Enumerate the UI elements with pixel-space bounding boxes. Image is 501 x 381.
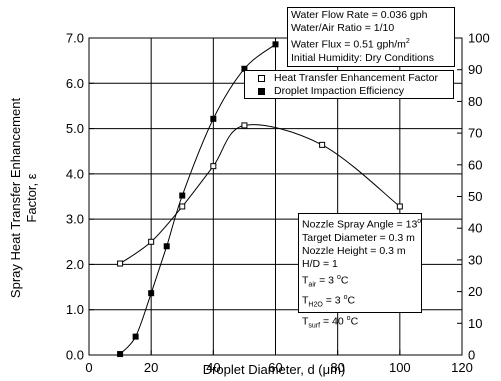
- t-air-text: Tair = 3 oC: [302, 273, 349, 289]
- y2-tick-label: 80: [468, 94, 482, 109]
- impaction-point: [179, 192, 186, 199]
- impaction-point: [117, 351, 124, 358]
- y-tick-label: 3.0: [66, 212, 84, 227]
- heat-transfer-point: [148, 238, 155, 245]
- y-tick-label: 1.0: [66, 302, 84, 317]
- y2-tick-label: 60: [468, 157, 482, 172]
- filled-square-marker-icon: [258, 88, 265, 95]
- x-axis-label: Droplet Diameter, d (μm): [203, 362, 346, 377]
- nozzle-spray-angle-text: Nozzle Spray Angle = 13o: [302, 218, 422, 231]
- impaction-curve: [119, 43, 276, 355]
- open-square-marker-icon: [258, 75, 265, 82]
- y-tick-label: 4.0: [66, 166, 84, 181]
- heat-transfer-point: [396, 203, 403, 210]
- y2-tick-label: 100: [468, 31, 490, 46]
- y2-tick-label: 30: [468, 252, 482, 267]
- y-tick-label: 0.0: [66, 348, 84, 363]
- impaction-point: [210, 115, 217, 122]
- heat-transfer-point: [117, 260, 124, 267]
- legend: Heat Transfer Enhancement Factor Droplet…: [244, 70, 454, 99]
- y2-tick-label: 20: [468, 284, 482, 299]
- impaction-point: [132, 333, 139, 340]
- y2-tick-label: 70: [468, 126, 482, 141]
- water-flux-text: Water Flux = 0.51 gph/m2: [291, 38, 410, 51]
- y-axis-label-line2: Factor, ε: [24, 173, 39, 222]
- x-tick-label: 40: [206, 360, 220, 375]
- heat-transfer-point: [210, 163, 217, 170]
- x-tick-label: 80: [330, 360, 344, 375]
- target-diameter-text: Target Diameter = 0.3 m: [302, 231, 415, 244]
- y-axis-label-line1: Spray Heat Transfer Enhancement: [8, 98, 23, 299]
- legend-item-heat-transfer: Heat Transfer Enhancement Factor: [248, 72, 450, 85]
- data-markers: [117, 41, 403, 358]
- y2-tick-label: 40: [468, 221, 482, 236]
- legend-item-impaction: Droplet Impaction Efficiency: [248, 85, 450, 98]
- h-over-d-text: H/D = 1: [302, 257, 338, 270]
- x-tick-label: 100: [389, 360, 411, 375]
- initial-humidity-text: Initial Humidity: Dry Conditions: [291, 51, 434, 64]
- y2-tick-label: 0: [468, 348, 475, 363]
- x-tick-label: 20: [144, 360, 158, 375]
- y-tick-label: 7.0: [66, 31, 84, 46]
- heat-transfer-point: [241, 122, 248, 129]
- x-tick-label: 0: [85, 360, 92, 375]
- impaction-point: [148, 290, 155, 297]
- y-tick-label: 5.0: [66, 121, 84, 136]
- y2-tick-label: 50: [468, 189, 482, 204]
- y-tick-label: 2.0: [66, 257, 84, 272]
- y-tick-label: 6.0: [66, 76, 84, 91]
- impaction-point: [272, 41, 279, 48]
- t-surf-text: Tsurf = 40 oC: [302, 314, 359, 330]
- x-tick-label: 60: [268, 360, 282, 375]
- y2-tick-label: 90: [468, 62, 482, 77]
- water-flow-rate-text: Water Flow Rate = 0.036 gph: [291, 9, 428, 21]
- y2-tick-label: 10: [468, 316, 482, 331]
- heat-transfer-point: [319, 141, 326, 148]
- water-air-ratio-text: Water/Air Ratio = 1/10: [291, 22, 395, 34]
- t-h2o-text: TH2O = 3 oC: [302, 294, 356, 309]
- nozzle-parameters-box: Nozzle Spray Angle = 13o Target Diameter…: [298, 213, 422, 329]
- impaction-point: [163, 243, 170, 250]
- nozzle-height-text: Nozzle Height = 0.3 m: [302, 244, 406, 257]
- heat-transfer-point: [179, 203, 186, 210]
- x-tick-label: 120: [451, 360, 473, 375]
- ticks: 0 20 40 60 80 100 120 0.0 1.0 2.0 3.0 4.0 5.0 6.0 7.0 0…: [66, 31, 490, 376]
- conditions-box: Water Flow Rate = 0.036 gph Water/Air Ra…: [287, 7, 455, 67]
